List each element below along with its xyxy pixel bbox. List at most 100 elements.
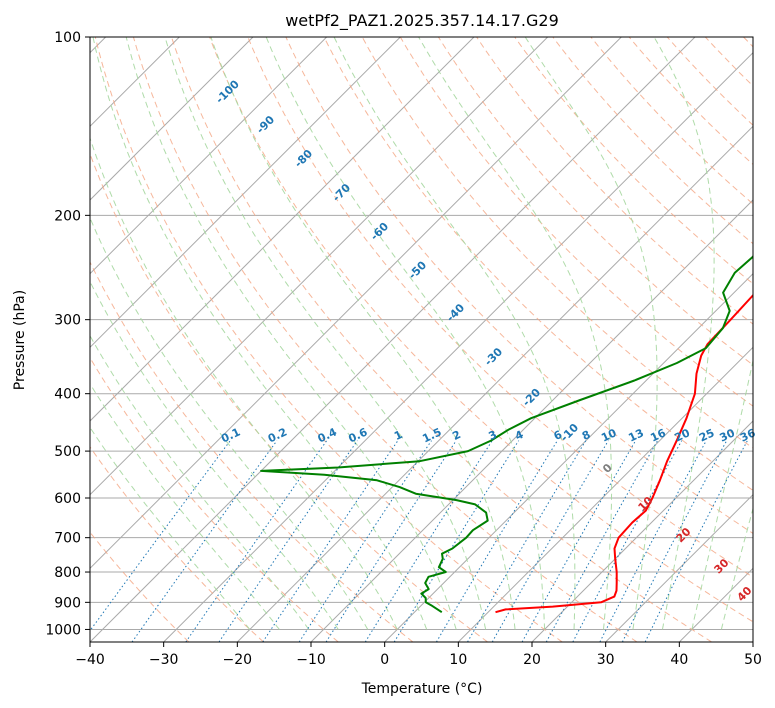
background-lines <box>90 37 753 642</box>
dry-adiabat-label: -100 <box>213 77 242 106</box>
mixing-ratio-line <box>364 440 493 642</box>
moist-adiabat-line <box>265 37 546 630</box>
x-axis-label: Temperature (°C) <box>361 681 483 697</box>
mixing-ratio-line <box>325 440 457 642</box>
x-tick-label: 10 <box>449 652 467 668</box>
dewpoint-profile <box>260 254 753 614</box>
isotherm-line <box>90 37 254 201</box>
moist-adiabat-line <box>92 37 428 630</box>
dry-adiabat-line <box>590 37 753 205</box>
moist-adiabat-line <box>90 136 398 630</box>
y-axis-label: Pressure (hPa) <box>12 290 28 390</box>
dry-adiabat-line <box>285 37 753 535</box>
dry-adiabat-line <box>323 37 753 491</box>
mixing-ratio-label: 1 <box>392 428 404 443</box>
mixing-ratio-line <box>521 440 637 642</box>
mixing-ratio-label: 4 <box>513 428 526 443</box>
dry-adiabat-label: -20 <box>520 386 543 409</box>
moist-adiabat-line <box>125 37 457 630</box>
x-tick-label: −20 <box>223 652 253 668</box>
y-tick-label: 700 <box>54 531 81 547</box>
isotherm-line <box>90 37 549 496</box>
y-tick-label: 600 <box>54 491 81 507</box>
dry-adiabat-line <box>209 37 753 623</box>
isotherm-line <box>531 420 753 642</box>
isotherm-line <box>310 199 753 642</box>
isotherm-line <box>678 567 753 642</box>
y-tick-label: 400 <box>54 387 81 403</box>
moist-adiabat-line <box>90 426 251 630</box>
mixing-ratio-line <box>435 440 558 642</box>
dry-adiabat-line <box>90 531 190 642</box>
moist-adiabat-line <box>90 334 310 630</box>
x-axis: −40 −30 −20 −10 0 10 20 30 40 50 <box>75 642 762 668</box>
mixing-ratio-label: 2 <box>450 428 462 443</box>
moist-adiabat-line <box>653 37 715 630</box>
mixing-ratio-label: 0.1 <box>219 425 242 445</box>
moist-adiabat-line <box>333 37 576 630</box>
dry-adiabat-label: -50 <box>406 258 429 281</box>
mixing-ratio-label: 25 <box>697 426 716 444</box>
dry-adiabat-label: -40 <box>444 301 467 324</box>
isotherm-line <box>236 125 753 642</box>
mixing-ratio-line <box>491 440 609 642</box>
x-tick-label: 40 <box>670 652 688 668</box>
moist-adiabat-line <box>90 216 369 630</box>
x-tick-label: −30 <box>149 652 179 668</box>
isotherm-line <box>90 37 696 642</box>
isotherm-line <box>457 346 753 642</box>
dry-adiabat-line <box>90 446 264 642</box>
y-tick-label: 500 <box>54 444 81 460</box>
dry-adiabat-line <box>94 37 563 642</box>
mixing-ratio-line <box>467 440 587 642</box>
mixing-ratio-line <box>131 440 278 642</box>
dry-adiabat-line <box>704 37 753 87</box>
mixing-ratio-label: 0.6 <box>346 425 369 445</box>
isotherm-line <box>384 272 753 642</box>
dry-adiabat-line <box>171 37 712 642</box>
y-tick-label: 200 <box>54 208 81 224</box>
mixing-ratio-line <box>90 440 231 632</box>
dry-adiabat-line <box>90 260 414 642</box>
y-tick-label: 300 <box>54 313 81 329</box>
moist-adiabat-line <box>90 382 280 630</box>
mixing-ratio-label: 0.4 <box>316 425 339 445</box>
profile-lines <box>260 254 753 614</box>
mixing-ratio-line <box>218 440 358 642</box>
dry-adiabat-line <box>743 37 753 48</box>
dry-adiabat-line <box>514 37 753 285</box>
y-axis: 100 200 300 400 500 600 700 800 900 1000 <box>45 30 90 638</box>
moist-adiabat-line <box>90 280 339 630</box>
isotherm-line <box>90 37 475 422</box>
dry-adiabat-line <box>90 356 339 642</box>
mixing-ratio-label: 13 <box>626 426 645 444</box>
dry-adiabat-label: -30 <box>482 345 505 368</box>
isotherm-line <box>605 493 753 642</box>
dry-adiabat-label: -70 <box>330 181 353 204</box>
isotherm-line <box>90 37 401 349</box>
dry-adiabat-label: -90 <box>254 113 277 136</box>
moist-adiabat-line <box>691 358 753 630</box>
moist-adiabat-line <box>720 506 753 630</box>
dry-adiabat-line <box>476 37 753 325</box>
mixing-ratio-line <box>262 440 399 642</box>
mixing-ratio-label: 20 <box>673 426 693 444</box>
dry-adiabat-line <box>132 37 638 642</box>
y-tick-label: 1000 <box>45 622 81 638</box>
dry-adiabat-line <box>247 37 753 578</box>
chart-title: wetPf2_PAZ1.2025.357.14.17.G29 <box>285 11 559 31</box>
mixing-ratio-label: 36 <box>738 426 758 444</box>
y-tick-label: 100 <box>54 30 81 46</box>
moist-adiabat-line <box>164 37 487 630</box>
plot-frame <box>89 36 754 643</box>
mixing-ratio-label: 0.2 <box>266 425 289 445</box>
isotherm-line <box>90 37 622 570</box>
isotherm-line <box>752 641 753 642</box>
dry-adiabat-label: 40 <box>735 584 755 604</box>
dry-adiabat-line <box>666 37 753 126</box>
dry-adiabat-label: 20 <box>674 525 694 545</box>
mixing-ratio-label: 16 <box>648 426 668 444</box>
moist-adiabat-line <box>418 37 613 630</box>
moist-adiabat-line <box>210 37 516 630</box>
